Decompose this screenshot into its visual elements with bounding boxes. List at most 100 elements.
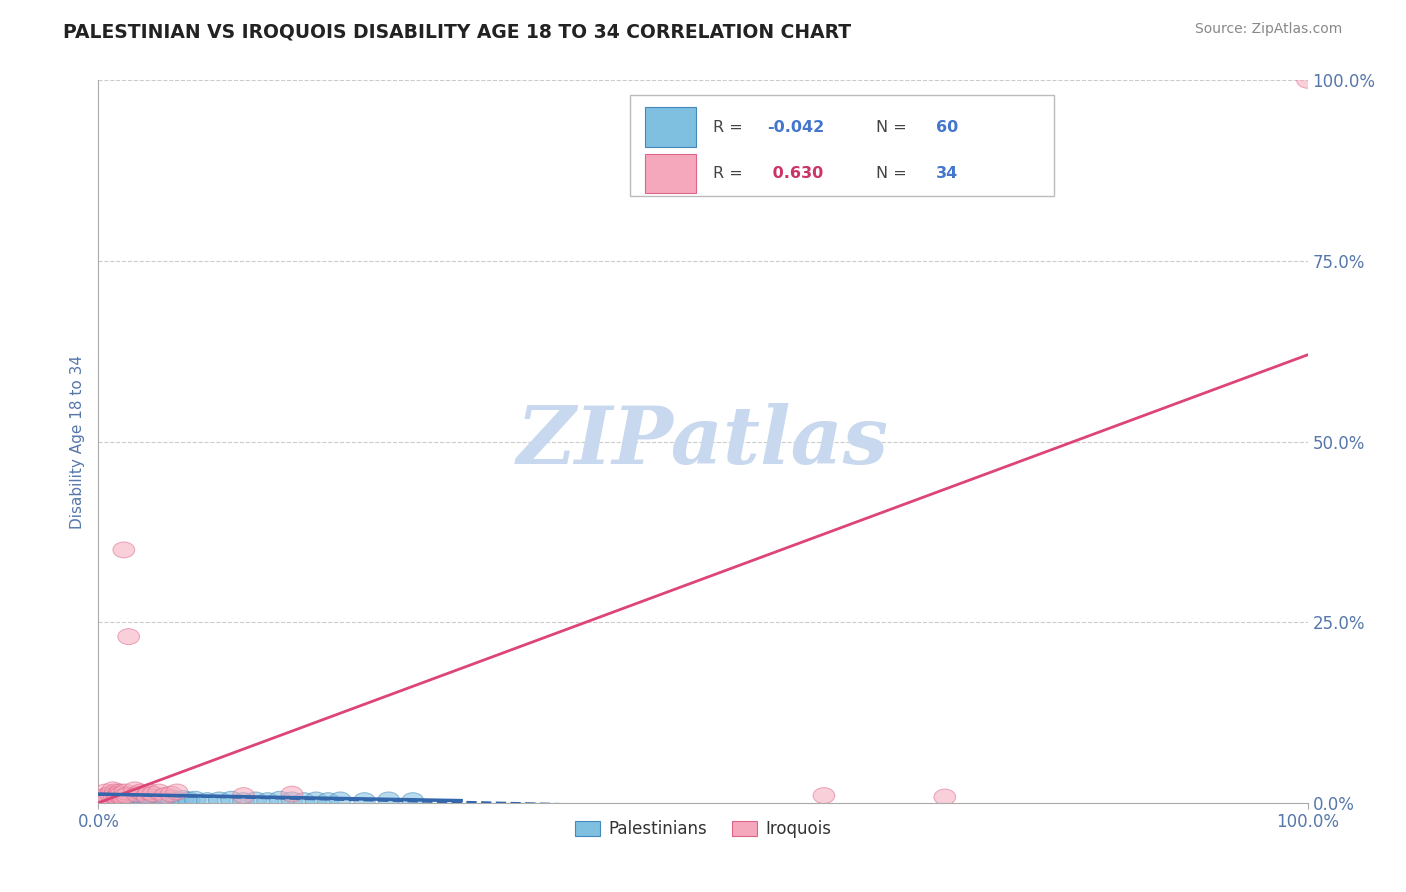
Ellipse shape [292,793,315,808]
Ellipse shape [318,793,339,808]
Text: PALESTINIAN VS IROQUOIS DISABILITY AGE 18 TO 34 CORRELATION CHART: PALESTINIAN VS IROQUOIS DISABILITY AGE 1… [63,22,852,41]
Ellipse shape [813,788,835,804]
Ellipse shape [184,791,207,807]
Ellipse shape [93,793,114,808]
Ellipse shape [105,789,128,805]
Text: Source: ZipAtlas.com: Source: ZipAtlas.com [1195,22,1343,37]
Ellipse shape [94,792,117,808]
Ellipse shape [111,789,134,805]
Ellipse shape [124,790,146,806]
Ellipse shape [160,789,181,805]
Ellipse shape [100,786,121,802]
Ellipse shape [111,791,132,807]
Legend: Palestinians, Iroquois: Palestinians, Iroquois [568,814,838,845]
Ellipse shape [138,784,160,800]
Ellipse shape [179,792,200,808]
Ellipse shape [96,788,118,804]
Ellipse shape [134,792,155,808]
Ellipse shape [118,793,139,808]
Ellipse shape [120,791,142,807]
FancyBboxPatch shape [645,153,696,194]
Ellipse shape [136,788,157,804]
Text: N =: N = [876,166,911,181]
Ellipse shape [402,793,423,808]
Ellipse shape [107,789,129,805]
Ellipse shape [105,790,128,806]
Ellipse shape [121,789,143,805]
Ellipse shape [281,786,302,802]
Ellipse shape [91,791,112,807]
Text: 0.630: 0.630 [768,166,824,181]
Ellipse shape [91,791,112,807]
Ellipse shape [107,786,129,802]
FancyBboxPatch shape [645,107,696,147]
Ellipse shape [104,786,127,802]
Ellipse shape [197,793,218,808]
Text: 34: 34 [936,166,959,181]
Ellipse shape [108,788,129,804]
Ellipse shape [221,791,242,807]
Text: -0.042: -0.042 [768,120,824,135]
Ellipse shape [281,792,302,808]
Ellipse shape [90,793,111,809]
Ellipse shape [112,542,135,558]
Ellipse shape [122,792,145,808]
Ellipse shape [108,793,129,808]
Ellipse shape [353,793,375,808]
Ellipse shape [136,790,157,806]
Ellipse shape [124,782,146,797]
Ellipse shape [103,792,125,808]
Ellipse shape [110,788,131,804]
Ellipse shape [148,784,170,800]
Ellipse shape [269,791,291,807]
Ellipse shape [94,784,117,800]
Ellipse shape [115,790,138,806]
Y-axis label: Disability Age 18 to 34: Disability Age 18 to 34 [70,354,86,529]
Ellipse shape [129,784,152,800]
Ellipse shape [172,790,194,806]
Ellipse shape [103,788,125,804]
Ellipse shape [97,791,120,807]
Ellipse shape [114,784,136,800]
Ellipse shape [104,784,127,800]
Ellipse shape [111,786,132,802]
Ellipse shape [232,788,254,804]
Ellipse shape [329,792,352,808]
Ellipse shape [305,792,328,808]
Ellipse shape [148,791,170,807]
Ellipse shape [114,787,136,803]
Text: 60: 60 [936,120,959,135]
Text: ZIPatlas: ZIPatlas [517,403,889,480]
Ellipse shape [100,789,121,805]
Ellipse shape [1296,72,1319,88]
Ellipse shape [245,792,267,808]
Ellipse shape [101,791,122,807]
Ellipse shape [118,629,139,645]
Ellipse shape [166,793,188,808]
Ellipse shape [232,793,254,808]
Ellipse shape [142,786,163,802]
Ellipse shape [127,786,148,802]
Text: R =: R = [713,120,748,135]
Ellipse shape [129,791,150,807]
Ellipse shape [103,789,124,805]
Ellipse shape [142,789,163,805]
Ellipse shape [257,793,278,808]
Text: R =: R = [713,166,748,181]
Text: N =: N = [876,120,911,135]
Ellipse shape [96,790,118,806]
Ellipse shape [128,789,149,805]
Ellipse shape [117,789,138,805]
Ellipse shape [120,789,141,805]
Ellipse shape [94,789,115,805]
Ellipse shape [97,788,120,804]
Ellipse shape [127,793,148,808]
Ellipse shape [94,789,115,805]
Ellipse shape [155,792,176,808]
Ellipse shape [160,786,181,802]
Ellipse shape [98,793,120,808]
Ellipse shape [378,792,399,808]
Ellipse shape [103,782,124,797]
Ellipse shape [115,788,138,804]
Ellipse shape [110,784,131,800]
